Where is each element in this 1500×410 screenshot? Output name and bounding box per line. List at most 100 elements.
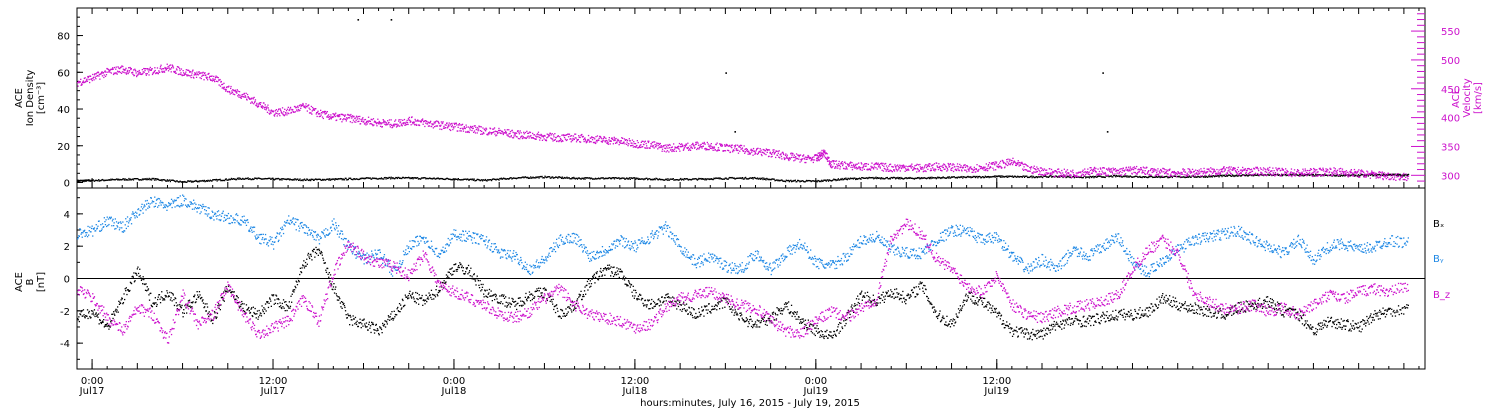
data-point <box>698 177 700 180</box>
data-point <box>1081 170 1084 173</box>
data-point <box>506 178 508 180</box>
data-point <box>620 177 622 180</box>
data-point <box>384 176 386 179</box>
data-point <box>1219 171 1221 174</box>
data-point <box>384 123 386 125</box>
data-point <box>717 177 719 179</box>
data-point <box>825 180 827 182</box>
data-point <box>892 166 894 168</box>
data-point <box>888 170 890 172</box>
data-point <box>1110 175 1112 177</box>
data-point <box>1036 176 1038 179</box>
data-point <box>490 133 493 135</box>
data-point <box>478 179 480 181</box>
data-point <box>916 167 919 170</box>
data-point <box>1165 175 1167 178</box>
data-point <box>383 177 386 179</box>
data-point <box>91 79 93 82</box>
data-point <box>234 90 236 92</box>
data-point <box>519 130 521 132</box>
data-point <box>236 92 238 94</box>
data-point <box>865 177 867 179</box>
data-point <box>1147 176 1149 179</box>
data-point <box>1289 173 1291 175</box>
data-point <box>1161 175 1164 177</box>
data-point <box>1185 174 1187 177</box>
data-point <box>782 180 784 182</box>
data-point <box>94 180 96 182</box>
data-point <box>872 176 874 179</box>
data-point <box>1275 173 1277 176</box>
data-point <box>746 178 748 180</box>
b-axis-title: ACEB[nT] <box>14 272 47 292</box>
data-point <box>674 179 676 181</box>
velocity-series <box>77 63 1410 182</box>
data-point <box>242 177 244 180</box>
data-point <box>842 179 844 181</box>
data-point <box>438 125 441 127</box>
data-point <box>243 92 245 95</box>
data-point <box>346 117 348 119</box>
data-point <box>1045 175 1047 177</box>
data-point <box>100 72 102 75</box>
data-point <box>1206 176 1208 178</box>
data-point <box>1297 174 1299 176</box>
data-point <box>1024 175 1026 177</box>
data-point <box>1281 168 1284 171</box>
data-point <box>228 85 230 87</box>
data-point <box>490 179 492 181</box>
data-point <box>472 127 474 129</box>
density-tick-label: 80 <box>57 32 70 43</box>
data-point <box>1148 170 1150 172</box>
data-point <box>93 74 96 76</box>
data-point <box>144 69 146 72</box>
data-point <box>638 146 640 148</box>
data-point <box>748 152 751 155</box>
data-point <box>971 168 974 170</box>
data-point <box>960 165 962 167</box>
data-point <box>336 119 338 121</box>
data-point <box>1283 173 1285 175</box>
data-point <box>238 91 241 93</box>
data-point <box>574 178 576 180</box>
data-point <box>829 165 832 167</box>
data-point <box>852 178 855 180</box>
data-point <box>360 178 362 180</box>
data-point <box>387 177 389 179</box>
data-point <box>1088 171 1090 173</box>
data-point <box>1221 168 1223 170</box>
data-point <box>468 131 470 134</box>
data-point <box>248 178 251 180</box>
data-point <box>1149 169 1152 172</box>
data-point <box>1029 176 1031 178</box>
velocity-tick-label: 550 <box>1441 27 1460 38</box>
data-point <box>973 166 975 168</box>
data-point <box>740 144 743 147</box>
data-point <box>522 137 524 139</box>
data-point <box>1246 169 1248 172</box>
data-point <box>787 179 790 182</box>
data-point <box>1073 177 1075 179</box>
data-point <box>1383 175 1386 177</box>
data-point <box>303 105 305 108</box>
data-point <box>273 178 275 180</box>
data-point <box>1105 174 1107 176</box>
data-point <box>944 164 946 166</box>
data-point <box>273 115 276 117</box>
data-point <box>303 178 306 180</box>
data-point <box>549 132 551 134</box>
data-point <box>487 179 490 181</box>
data-point <box>613 139 615 142</box>
data-point <box>879 166 881 168</box>
data-point <box>169 68 171 70</box>
data-point <box>77 82 79 84</box>
data-point <box>497 132 499 134</box>
data-point <box>1163 168 1165 170</box>
data-point <box>666 144 668 146</box>
data-point <box>219 178 221 180</box>
data-point <box>1128 166 1130 168</box>
data-point <box>243 178 245 180</box>
data-point <box>465 178 467 180</box>
data-point <box>878 163 881 166</box>
data-point <box>391 126 394 128</box>
